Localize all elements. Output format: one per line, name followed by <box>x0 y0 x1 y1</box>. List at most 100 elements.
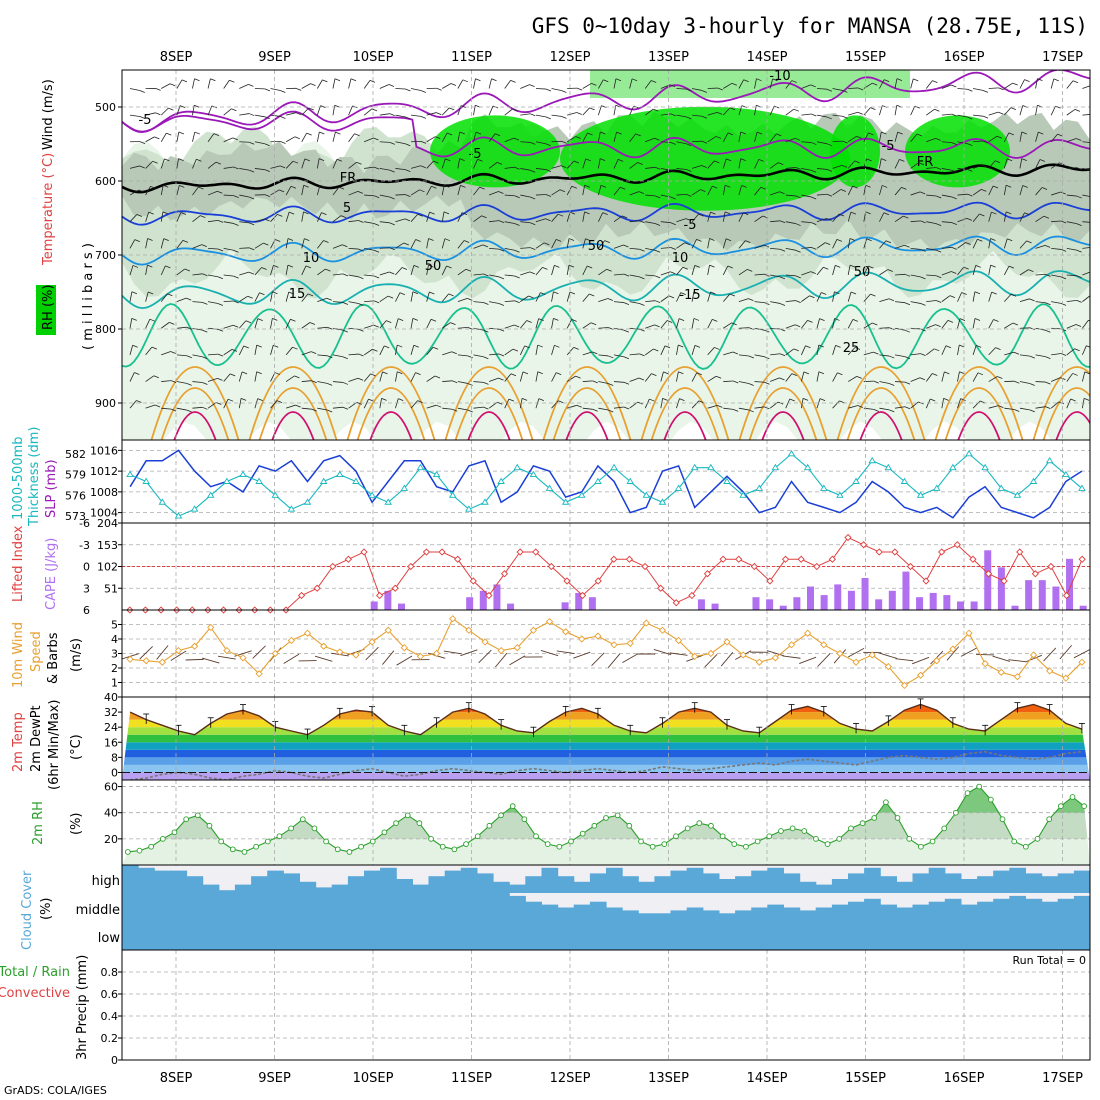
wind-barb <box>816 193 827 196</box>
wind-speed-point <box>1029 651 1038 659</box>
wind-barb <box>192 159 197 169</box>
wind-barb <box>801 295 810 302</box>
wind-barb-flag <box>530 169 536 173</box>
wind-barb <box>473 131 477 142</box>
temp-label-c: (6hr Min/Max) <box>47 700 62 790</box>
cloud-cover-bar <box>686 922 704 950</box>
wind-barb-flag <box>186 297 192 301</box>
wind-barb <box>1073 649 1091 659</box>
wind-barb <box>208 247 219 250</box>
wind-barb <box>1066 221 1077 224</box>
wind-barb <box>441 293 449 302</box>
cloud-cover-bar <box>912 922 930 950</box>
wind-barb <box>363 348 373 356</box>
wind-barb-flag <box>436 404 442 408</box>
wind-barb <box>1082 168 1090 171</box>
wind-barb <box>535 141 546 145</box>
wind-barb <box>988 211 992 222</box>
wind-barb-flag <box>322 79 328 83</box>
wind-barb-flag <box>232 137 239 141</box>
wind-barb <box>504 348 514 356</box>
wind-barb-flag <box>589 107 595 111</box>
wind-barb <box>738 79 745 89</box>
wind-barb <box>129 400 137 409</box>
wind-speed-point <box>852 658 860 666</box>
cloud-cover-bar <box>122 922 139 950</box>
wind-barb-flag <box>1010 293 1017 297</box>
wind-barb-flag <box>573 160 580 164</box>
wind-barb-flag <box>163 238 169 242</box>
thickness-tick-label: 573 <box>65 510 86 523</box>
wind-barb-flag <box>256 371 262 375</box>
wind-barb <box>426 375 436 382</box>
cloud-cover-bar <box>218 922 236 950</box>
wind-barb-flag <box>857 405 863 408</box>
wind-barb-flag <box>951 113 957 117</box>
wind-barb-flag <box>748 409 754 413</box>
wind-barb <box>192 301 203 303</box>
wind-barb-flag <box>273 265 279 268</box>
lifted-index-point <box>750 562 758 571</box>
wind-barb-flag <box>591 83 597 86</box>
wind-barb <box>489 247 500 250</box>
contour-label: -5 <box>139 113 152 128</box>
wind-barb <box>567 404 577 409</box>
cloud-cover-bar <box>428 922 446 950</box>
cloud-cover-bar <box>154 922 171 950</box>
wind-barb <box>816 168 827 170</box>
contour-label: 10 <box>303 251 320 266</box>
wind-barb-flag <box>496 162 503 165</box>
cloud-cover-bar <box>299 922 317 950</box>
wind-barb-flag <box>1024 79 1030 82</box>
wind-barb <box>832 88 843 91</box>
wind-barb-flag <box>920 248 926 252</box>
lifted-index-line <box>129 536 1083 611</box>
wind-barb-flag <box>178 158 184 161</box>
wind-barb-flag <box>686 143 692 147</box>
wind-barb <box>535 194 546 196</box>
wind-barb <box>207 378 218 382</box>
cloud-cover-bar <box>331 893 349 922</box>
wind-barb <box>800 371 805 382</box>
wind-barb <box>207 105 213 116</box>
thickness-point <box>900 477 909 484</box>
rh2m-point <box>136 847 143 854</box>
wind-barb-flag <box>483 381 489 385</box>
wind-barb <box>285 346 293 356</box>
temp-contour-minus10 <box>122 70 1090 134</box>
wind-barb <box>629 301 640 304</box>
cape-bar <box>766 599 774 610</box>
cloud-cover-bar <box>606 907 623 922</box>
wind-barb <box>894 78 898 89</box>
wind-barb-flag <box>513 137 520 141</box>
temp-contour-diurnal <box>640 366 730 440</box>
temp-contour-diurnal <box>836 366 926 440</box>
wind-barb-flag <box>1029 409 1035 413</box>
rh2m-point <box>299 816 306 823</box>
wind-barb <box>988 405 999 409</box>
precip-tick-label: 0.4 <box>101 1010 119 1023</box>
wind-barb-flag <box>288 291 294 295</box>
wind-barb-flag <box>420 165 426 169</box>
wind-barb-flag <box>290 318 296 322</box>
wind-barb <box>1051 327 1062 330</box>
cape-bar <box>820 595 828 610</box>
contour-label: -15 <box>679 288 700 303</box>
wind-barb-flag <box>401 267 408 270</box>
wind-barb-flag <box>554 344 560 348</box>
wind-barb-flag <box>951 222 957 225</box>
cloud-cover-bar <box>396 893 413 922</box>
wind-barb <box>239 84 249 89</box>
rh2m-point <box>381 829 388 836</box>
wind-barb-flag <box>357 191 364 194</box>
wind-barb-flag <box>663 371 669 375</box>
wind-barb <box>660 371 664 382</box>
wind-barb-flag <box>545 169 552 172</box>
top-date-label: 8SEP <box>160 50 193 65</box>
millibars-axis-label: ( m i l l i b a r s ) <box>81 243 96 350</box>
wind-barb <box>1066 109 1076 116</box>
lifted-index-point <box>313 584 321 592</box>
wind-barb <box>426 319 432 329</box>
wind-barb <box>973 88 983 91</box>
